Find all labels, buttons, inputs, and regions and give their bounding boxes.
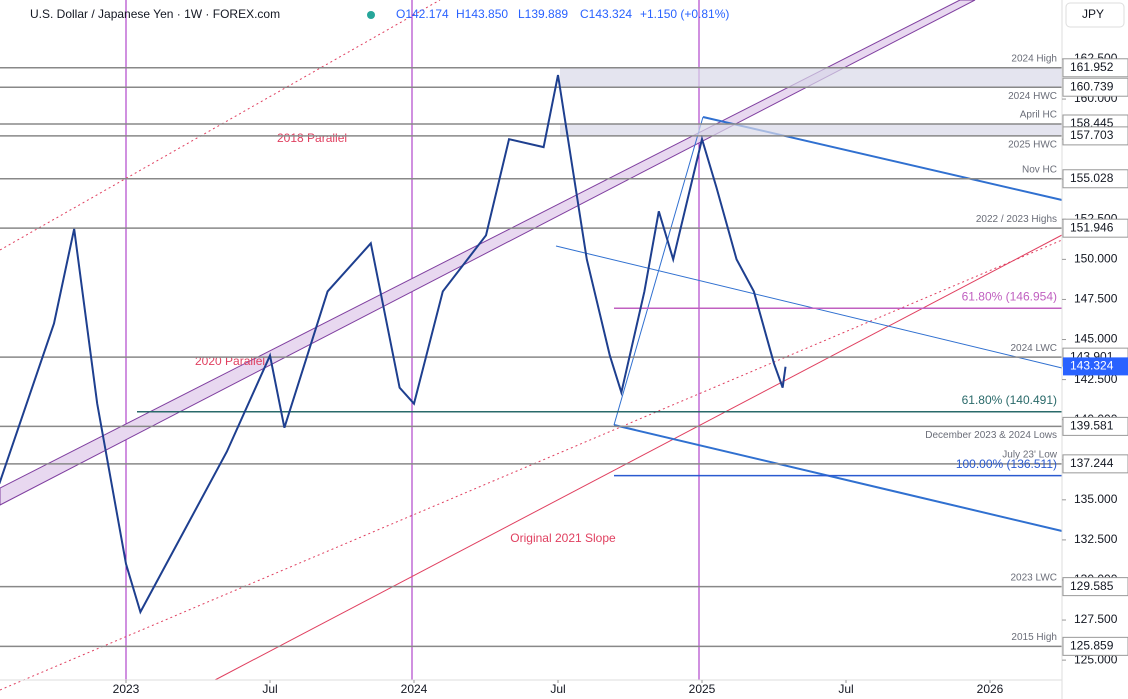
y-tick-label: 132.500	[1074, 532, 1118, 546]
level-tag	[1062, 58, 1128, 78]
x-tick-label: Jul	[550, 682, 565, 696]
axis: 125.000127.500130.000132.500135.000137.5…	[1062, 51, 1128, 666]
x-tick-label: 2025	[689, 682, 716, 696]
status-dot	[367, 11, 375, 19]
level-name: April HC	[1020, 110, 1057, 121]
annotation: Original 2021 Slope	[510, 531, 616, 545]
ohlc: L139.889	[518, 7, 568, 21]
x-tick-label: 2023	[113, 682, 140, 696]
level-tag	[1062, 577, 1128, 597]
level-tag	[1062, 169, 1128, 189]
level-name: 2024 High	[1011, 53, 1057, 64]
y-tick-label: 147.500	[1074, 292, 1118, 306]
level-price: 155.028	[1070, 171, 1114, 185]
trend	[613, 424, 1063, 532]
current-price: 143.324	[1070, 359, 1114, 373]
x-tick-label: 2026	[977, 682, 1004, 696]
slope-2021	[214, 234, 1063, 681]
currency-button[interactable]	[1065, 2, 1125, 28]
y-tick-label: 127.500	[1074, 612, 1118, 626]
level-tag	[1062, 454, 1128, 474]
level-price: 139.581	[1070, 419, 1114, 433]
x-tick-label: Jul	[838, 682, 853, 696]
price-line	[0, 74, 787, 615]
parallel	[0, 239, 1063, 691]
y-tick-label: 145.000	[1074, 332, 1118, 346]
level-name: 2024 LWC	[1010, 343, 1057, 354]
fib-label: 100.00% (136.511)	[956, 457, 1057, 471]
level-price: 125.859	[1070, 639, 1114, 653]
ohlc: C143.324	[580, 7, 632, 21]
zone	[560, 67, 1062, 88]
level-name: 2023 LWC	[1010, 572, 1057, 583]
ohlc: O142.174	[396, 7, 449, 21]
parallel	[0, 0, 441, 251]
fib-label: 61.80% (140.491)	[962, 393, 1057, 407]
level-price: 137.244	[1070, 456, 1114, 470]
level-name: December 2023 & 2024 Lows	[925, 430, 1057, 441]
x-tick-label: 2024	[401, 682, 428, 696]
y-tick-label: 150.000	[1074, 252, 1118, 266]
currency[interactable]: JPY	[1082, 7, 1104, 21]
trend	[613, 116, 704, 426]
level-name: Nov HC	[1022, 164, 1057, 175]
fib-label: 61.80% (146.954)	[962, 289, 1057, 303]
level-price: 157.703	[1070, 128, 1114, 142]
level-price: 151.946	[1070, 220, 1114, 234]
ohlc: H143.850	[456, 7, 508, 21]
level-name: 2022 / 2023 Highs	[976, 214, 1057, 225]
annotation: 2018 Parallel	[277, 131, 347, 145]
ohlc: +1.150 (+0.81%)	[640, 7, 729, 21]
level-name: 2015 High	[1011, 632, 1057, 643]
level-tag	[1062, 636, 1128, 656]
level-tag	[1062, 126, 1128, 146]
level-name: 2024 HWC	[1008, 91, 1057, 102]
level-price: 161.952	[1070, 60, 1114, 74]
level-name: July 23' Low	[1002, 449, 1057, 460]
level-tag	[1062, 416, 1128, 436]
level-tag	[1062, 218, 1128, 238]
annotation: 2020 Parallel	[195, 354, 265, 368]
level-price: 160.739	[1070, 79, 1114, 93]
level-name: 2025 HWC	[1008, 140, 1057, 151]
x-tick-label: Jul	[262, 682, 277, 696]
current-tag	[1063, 357, 1128, 376]
trend	[555, 245, 1063, 369]
level-price: 129.585	[1070, 579, 1114, 593]
y-tick-label: 135.000	[1074, 492, 1118, 506]
zone	[560, 123, 1062, 136]
plot: 2024 High 2024 HWC April HC 2025 HWC Nov HC 2…	[0, 53, 1062, 648]
symbol: U.S. Dollar / Japanese Yen · 1W · FOREX.…	[30, 7, 280, 21]
level-tag	[1062, 77, 1128, 97]
